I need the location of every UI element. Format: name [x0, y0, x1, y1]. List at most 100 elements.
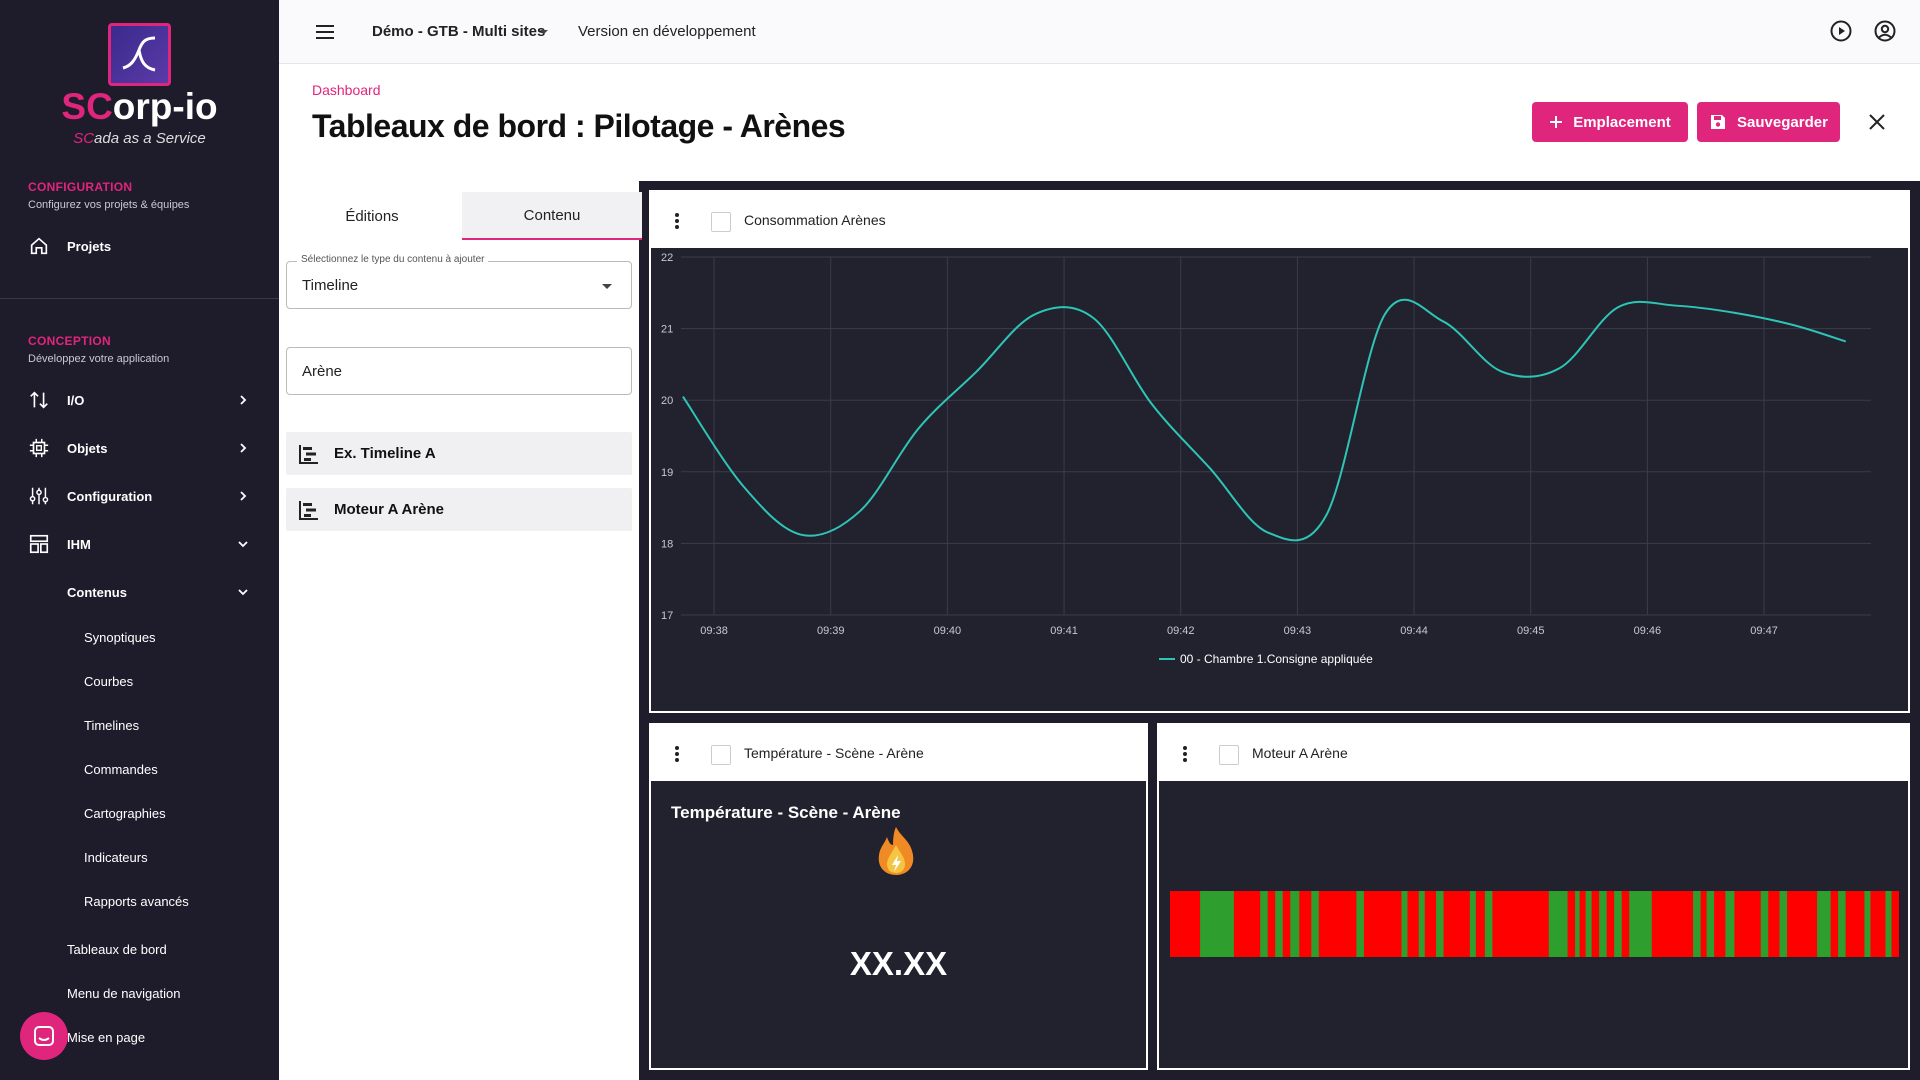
timeline-segment[interactable]: [1407, 891, 1420, 957]
timeline-segment[interactable]: [1606, 891, 1615, 957]
sidebar-item-cartographies[interactable]: Cartographies: [0, 793, 279, 833]
chevron-right-icon: [240, 491, 247, 501]
timeline-segment[interactable]: [1734, 891, 1762, 957]
timeline-segment[interactable]: [1282, 891, 1291, 957]
x-tick-label: 09:44: [1400, 625, 1428, 637]
tab-editions[interactable]: Éditions: [282, 192, 462, 240]
temperature-widget[interactable]: Température - Scène - Arène Température …: [649, 723, 1148, 1070]
widget-checkbox[interactable]: [711, 212, 731, 232]
timeline-segment[interactable]: [1579, 891, 1587, 957]
more-vertical-icon[interactable]: [675, 745, 679, 763]
timeline-segment[interactable]: [1418, 891, 1426, 957]
sidebar-item-indicateurs[interactable]: Indicateurs: [0, 837, 279, 877]
timeline-segment[interactable]: [1614, 891, 1623, 957]
timeline-segment[interactable]: [1443, 891, 1471, 957]
widget-header: Consommation Arènes: [651, 192, 1908, 248]
sidebar-item-commandes[interactable]: Commandes: [0, 749, 279, 789]
sidebar-item-contenus[interactable]: Contenus: [0, 572, 279, 612]
more-vertical-icon[interactable]: [675, 212, 679, 230]
timeline-segment[interactable]: [1830, 891, 1839, 957]
sidebar-item-timelines[interactable]: Timelines: [0, 705, 279, 745]
timeline-segment[interactable]: [1492, 891, 1550, 957]
timeline-segment[interactable]: [1768, 891, 1781, 957]
play-icon[interactable]: [1829, 19, 1853, 43]
close-icon[interactable]: [1865, 110, 1889, 134]
timeline-segment[interactable]: [1779, 891, 1788, 957]
timeline-segment[interactable]: [1575, 891, 1581, 957]
content-type-select[interactable]: Sélectionnez le type du contenu à ajoute…: [286, 254, 632, 309]
timeline-segment[interactable]: [1267, 891, 1276, 957]
timeline-segment[interactable]: [1845, 891, 1865, 957]
timeline-segment[interactable]: [1585, 891, 1593, 957]
timeline-segment[interactable]: [1714, 891, 1726, 957]
sidebar-item-courbes[interactable]: Courbes: [0, 661, 279, 701]
timeline-segment[interactable]: [1817, 891, 1832, 957]
timeline-segment[interactable]: [1318, 891, 1357, 957]
sidebar-item-rapports[interactable]: Rapports avancés: [0, 881, 279, 921]
save-button[interactable]: Sauvegarder: [1697, 102, 1840, 142]
add-location-button[interactable]: Emplacement: [1532, 102, 1688, 142]
sidebar-item-configuration[interactable]: Configuration: [0, 476, 279, 516]
timeline-segment[interactable]: [1725, 891, 1735, 957]
sidebar-item-objets[interactable]: Objets: [0, 428, 279, 468]
timeline-segment[interactable]: [1760, 891, 1769, 957]
timeline-segment[interactable]: [1424, 891, 1437, 957]
timeline-segment[interactable]: [1591, 891, 1600, 957]
tab-contenu[interactable]: Contenu: [462, 192, 642, 240]
timeline-segment[interactable]: [1200, 891, 1235, 957]
timeline-segment[interactable]: [1484, 891, 1493, 957]
timeline-segment[interactable]: [1891, 891, 1899, 957]
sidebar-item-io[interactable]: I/O: [0, 380, 279, 420]
widget-checkbox[interactable]: [1219, 745, 1239, 765]
timeline-segment[interactable]: [1401, 891, 1408, 957]
sidebar-item-ihm[interactable]: IHM: [0, 524, 279, 564]
menu-icon[interactable]: [314, 21, 336, 43]
timeline-segment[interactable]: [1599, 891, 1608, 957]
timeline-segment[interactable]: [1787, 891, 1818, 957]
timeline-segment[interactable]: [1356, 891, 1365, 957]
sidebar-item-projets[interactable]: Projets: [0, 226, 279, 266]
list-item[interactable]: Ex. Timeline A: [286, 432, 632, 475]
timeline-segment[interactable]: [1885, 891, 1892, 957]
legend-label[interactable]: 00 - Chambre 1.Consigne appliquée: [1180, 652, 1373, 666]
timeline-segment[interactable]: [1363, 891, 1402, 957]
chat-button[interactable]: [20, 1012, 68, 1060]
timeline-segment[interactable]: [1693, 891, 1702, 957]
chart-widget[interactable]: Consommation Arènes 17 18 19 20 21 22 09:38 09:…: [649, 190, 1910, 713]
breadcrumb[interactable]: Dashboard: [312, 82, 381, 98]
more-vertical-icon[interactable]: [1183, 745, 1187, 763]
timeline-segment[interactable]: [1548, 891, 1569, 957]
sidebar-item-menu-navigation[interactable]: Menu de navigation: [0, 973, 279, 1013]
timeline-segment[interactable]: [1870, 891, 1886, 957]
timeline-segment[interactable]: [1260, 891, 1269, 957]
timeline-segment[interactable]: [1275, 891, 1284, 957]
timeline-segment[interactable]: [1233, 891, 1261, 957]
timeline-segment[interactable]: [1475, 891, 1486, 957]
timeline-segment[interactable]: [1469, 891, 1477, 957]
timeline-segment[interactable]: [1567, 891, 1576, 957]
project-selector[interactable]: Démo - GTB - Multi sites: [372, 23, 546, 40]
timeline-segment[interactable]: [1651, 891, 1694, 957]
timeline-segment[interactable]: [1290, 891, 1300, 957]
timeline-segment[interactable]: [1629, 891, 1653, 957]
timeline-segment[interactable]: [1700, 891, 1708, 957]
timeline-segment[interactable]: [1621, 891, 1630, 957]
widget-checkbox[interactable]: [711, 745, 731, 765]
list-item[interactable]: Moteur A Arène: [286, 488, 632, 531]
timeline-segment[interactable]: [1864, 891, 1871, 957]
timeline-segment[interactable]: [1170, 891, 1201, 957]
timeline-segment[interactable]: [1436, 891, 1445, 957]
timeline-segment[interactable]: [1311, 891, 1320, 957]
timeline-segment[interactable]: [1706, 891, 1715, 957]
chevron-right-icon: [240, 443, 247, 453]
user-account-icon[interactable]: [1873, 19, 1897, 43]
timeline-segment[interactable]: [1299, 891, 1312, 957]
timeline-widget[interactable]: Moteur A Arène: [1157, 723, 1910, 1070]
timeline-icon: [299, 501, 318, 520]
caret-down-icon[interactable]: [538, 26, 550, 38]
sidebar-item-tableaux-de-bord[interactable]: Tableaux de bord: [0, 929, 279, 969]
timeline-segment[interactable]: [1838, 891, 1847, 957]
sidebar-item-mise-en-page[interactable]: Mise en page: [0, 1017, 279, 1057]
sidebar-item-synoptiques[interactable]: Synoptiques: [0, 617, 279, 657]
search-input[interactable]: Arène: [286, 347, 632, 395]
